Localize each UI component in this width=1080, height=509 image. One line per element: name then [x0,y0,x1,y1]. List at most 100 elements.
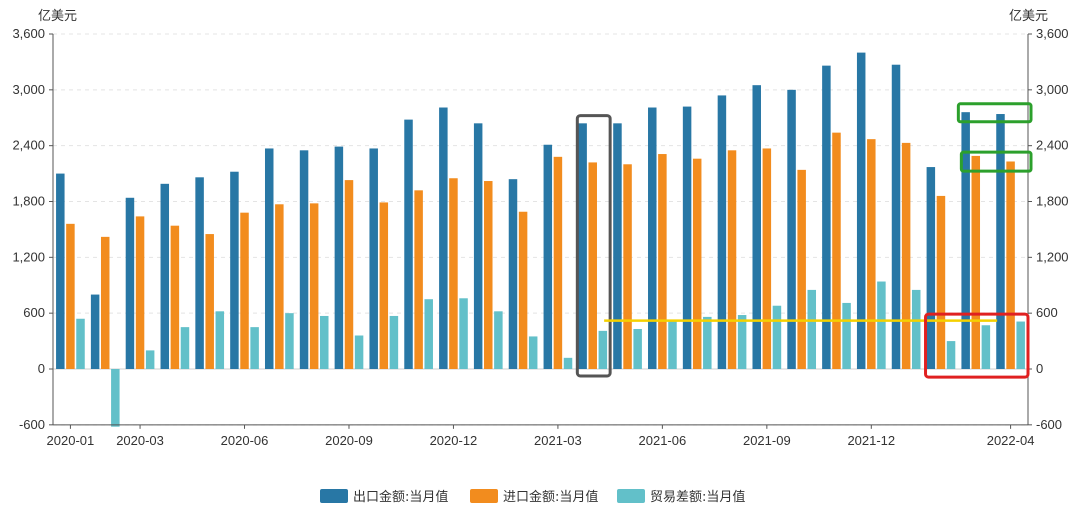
bar-import[interactable] [240,212,249,369]
bar-export[interactable] [926,167,936,369]
bar-export[interactable] [264,148,274,369]
bar-export[interactable] [160,183,170,369]
bar-import[interactable] [936,195,946,369]
bar-export[interactable] [787,89,796,369]
bar-import[interactable] [971,155,981,369]
bar-import[interactable] [727,150,737,369]
bar-export[interactable] [543,144,553,369]
bar-import[interactable] [205,234,214,369]
bar-balance[interactable] [1016,321,1025,369]
bar-balance[interactable] [215,311,225,369]
bar-export[interactable] [961,112,970,370]
y-tick-label-right: 0 [1036,361,1043,376]
bar-balance[interactable] [76,318,85,369]
highlight-box-export [956,102,1033,124]
bar-balance[interactable] [528,336,538,369]
bar-balance[interactable] [424,299,433,369]
bar-balance[interactable] [285,313,294,369]
bar-import[interactable] [275,204,284,369]
bar-export[interactable] [717,95,727,370]
bar-export[interactable] [996,114,1005,369]
bar-import[interactable] [449,178,458,369]
bar-balance[interactable] [807,289,817,369]
bar-balance[interactable] [668,320,677,369]
bar-balance[interactable] [354,335,364,370]
bar-balance[interactable] [981,325,991,369]
bar-import[interactable] [170,225,180,369]
bar-export[interactable] [682,106,692,369]
bar-import[interactable] [518,211,528,369]
bar-import[interactable] [797,169,806,369]
bar-balance[interactable] [494,311,503,369]
bar-export[interactable] [578,123,587,369]
bar-export[interactable] [822,65,831,369]
bar-import[interactable] [623,164,632,369]
bar-export[interactable] [195,177,204,369]
legend-label-import: 进口金额:当月值 [503,489,598,505]
bar-import[interactable] [762,148,772,369]
bar-balance[interactable] [389,315,399,369]
legend-item-import[interactable]: 进口金额:当月值 [470,489,598,505]
bar-balance[interactable] [877,281,886,369]
bar-import[interactable] [832,132,841,369]
bar-balance[interactable] [111,369,120,427]
bar-import[interactable] [379,202,389,369]
legend-item-balance[interactable]: 贸易差额:当月值 [617,489,745,505]
legend-item-export[interactable]: 出口金额:当月值 [320,489,448,505]
bar-balance[interactable] [145,350,155,369]
bar-balance[interactable] [320,315,329,369]
x-tick-label: 2020-09 [325,433,373,448]
bar-import[interactable] [66,223,75,369]
bar-balance[interactable] [703,316,712,369]
bar-import[interactable] [553,156,563,369]
bar-import[interactable] [901,142,911,370]
bar-import[interactable] [588,162,597,369]
bar-import[interactable] [867,139,876,369]
x-tick-label: 2020-01 [47,433,95,448]
bar-import[interactable] [484,181,493,369]
bar-balance[interactable] [772,305,782,369]
bar-balance[interactable] [180,327,190,370]
bar-import[interactable] [658,154,667,369]
bar-export[interactable] [508,179,518,369]
bar-balance[interactable] [633,328,642,369]
bar-export[interactable] [613,123,622,369]
bar-balance[interactable] [946,341,956,369]
bar-export[interactable] [891,64,901,370]
y-tick-label-right: -600 [1036,417,1062,432]
bar-balance[interactable] [911,289,921,369]
bar-balance[interactable] [250,327,259,370]
y-tick-label-right: 2,400 [1036,138,1069,153]
bar-export[interactable] [473,123,483,369]
bar-export[interactable] [299,150,309,369]
bar-export[interactable] [404,119,413,369]
bar-import[interactable] [692,158,702,369]
x-tick-label: 2020-03 [116,433,164,448]
bar-export[interactable] [334,146,344,369]
bar-balance[interactable] [598,330,608,369]
bar-export[interactable] [439,107,448,369]
bar-import[interactable] [1006,161,1015,369]
bar-export[interactable] [230,171,239,369]
y-tick-label-left: 2,400 [12,138,45,153]
bar-balance[interactable] [459,298,468,369]
bar-export[interactable] [856,52,866,370]
left-unit-label: 亿美元 [38,9,77,24]
legend[interactable]: 出口金额:当月值 进口金额:当月值 贸易差额:当月值 [320,489,745,505]
bar-balance[interactable] [842,302,851,369]
y-tick-label-left: -600 [19,417,45,432]
y-tick-label-left: 3,600 [12,26,45,41]
bar-balance[interactable] [737,315,747,369]
bar-import[interactable] [100,236,110,369]
bar-import[interactable] [309,203,319,369]
bar-export[interactable] [90,294,100,369]
bar-export[interactable] [648,107,657,369]
bar-export[interactable] [56,173,65,369]
bar-export[interactable] [125,197,135,369]
bar-export[interactable] [752,85,761,370]
bar-balance[interactable] [563,357,573,369]
bar-import[interactable] [344,180,354,369]
bar-import[interactable] [135,216,145,369]
bar-export[interactable] [369,148,378,369]
bar-import[interactable] [414,190,423,369]
